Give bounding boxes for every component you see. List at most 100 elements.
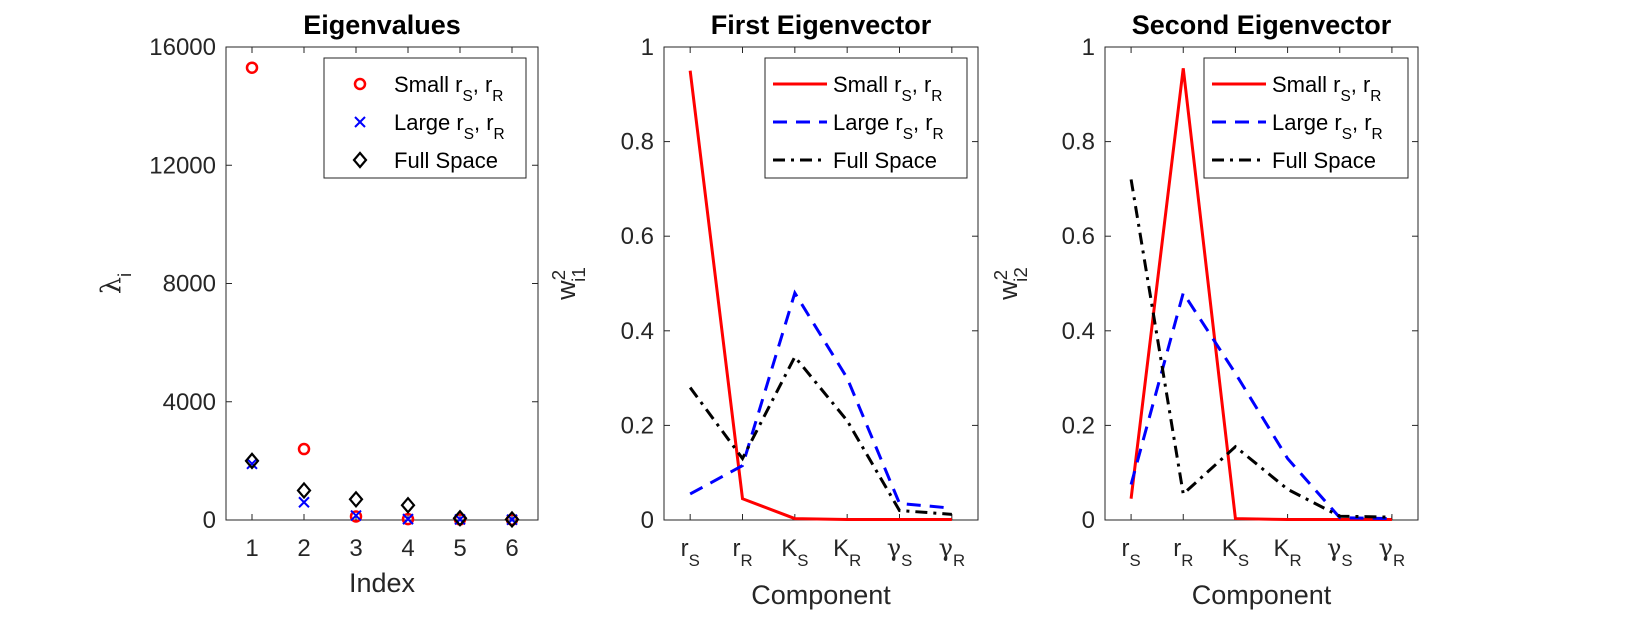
- x-tick-label: γS: [887, 534, 913, 570]
- x-tick-label: 6: [505, 535, 518, 562]
- legend-entry: Small rS, rR: [773, 72, 942, 105]
- series-2: [1129, 289, 1392, 521]
- data-point: [297, 442, 311, 456]
- data-point: [402, 513, 414, 525]
- y-tick-label: 16000: [149, 34, 216, 61]
- data-point: [401, 512, 415, 526]
- y-tick-label: 0: [203, 507, 216, 534]
- data-point: [400, 496, 416, 514]
- y-tick-label: 0.8: [1062, 129, 1095, 156]
- x-tick-label: rS: [1121, 535, 1140, 570]
- x-tick-label: KR: [833, 535, 861, 570]
- x-tick-label: γS: [1327, 534, 1353, 570]
- series-2: [246, 458, 518, 526]
- y-tick-label: 0: [1082, 507, 1095, 534]
- x-tick-label: rR: [732, 535, 752, 570]
- y-tick-label: 0.2: [1062, 412, 1095, 439]
- legend-marker: [354, 116, 366, 128]
- chart-title: First Eigenvector: [711, 10, 932, 40]
- x-tick-label: KR: [1274, 535, 1302, 570]
- y-tick-label: 1: [1082, 34, 1095, 61]
- chart-panel-2: First Eigenvector 0 0.2 0.4 0.6 0.8 1 rS rR KS KR γ…: [549, 10, 979, 610]
- y-tick-label: 0.4: [621, 318, 654, 345]
- chart-title: Second Eigenvector: [1132, 10, 1392, 40]
- x-tick-label: 1: [245, 535, 258, 562]
- legend-entry: Full Space: [773, 148, 937, 173]
- legend-entry: Large rS, rR: [1212, 110, 1383, 143]
- legend-box: [323, 57, 527, 179]
- data-point: [348, 490, 364, 508]
- series-line: [688, 70, 952, 522]
- y-tick-label: 0.8: [621, 129, 654, 156]
- data-point: [349, 510, 363, 523]
- x-tick-label: KS: [781, 535, 808, 570]
- legend-marker: [352, 151, 368, 169]
- data-point: [296, 481, 312, 500]
- legend-label: Large rS, rR: [1272, 110, 1383, 143]
- chart-panel-1: Eigenvalues 0 4000 8000 12000 16000 1 2 3 4 5 6 Inde…: [96, 10, 539, 598]
- y-tick-label: 12000: [149, 152, 216, 179]
- legend-label: Large rS, rR: [394, 110, 505, 143]
- x-tick-label: 4: [401, 535, 414, 562]
- y-tick-label: 0.6: [1062, 223, 1095, 250]
- legend-label: Full Space: [1272, 148, 1376, 173]
- legend-entry: Small rS, rR: [1212, 72, 1381, 105]
- x-axis-label: Component: [1192, 580, 1332, 610]
- legend: Small rS, rR Large rS, rR Full Space: [1203, 57, 1409, 179]
- series-2: [689, 289, 952, 510]
- chart-panel-3: Second Eigenvector 0 0.2 0.4 0.6 0.8 1 rS rR KS KR…: [991, 10, 1419, 610]
- legend-box: [1203, 57, 1409, 179]
- legend-label: Small rS, rR: [1272, 72, 1381, 105]
- legend-label: Full Space: [833, 148, 937, 173]
- x-tick-label: 5: [453, 535, 466, 562]
- data-point: [246, 458, 258, 470]
- legend-entry: Full Space: [352, 148, 498, 173]
- y-tick-label: 0.2: [621, 412, 654, 439]
- legend-entry: Small rS, rR: [353, 72, 503, 105]
- legend-label: Small rS, rR: [394, 72, 503, 105]
- legend-label: Small rS, rR: [833, 72, 942, 105]
- y-tick-label: 1: [641, 34, 654, 61]
- legend: Small rS, rR Large rS, rR Full Space: [323, 57, 527, 179]
- series-1: [1129, 68, 1392, 522]
- series-1: [688, 70, 952, 522]
- legend-entry: Large rS, rR: [773, 110, 944, 143]
- x-tick-label: 2: [297, 535, 310, 562]
- legend-box: [764, 57, 968, 179]
- x-tick-label: KS: [1222, 535, 1249, 570]
- y-tick-label: 8000: [163, 271, 216, 298]
- legend: Small rS, rR Large rS, rR Full Space: [764, 57, 968, 179]
- series-line: [689, 289, 952, 510]
- legend-label: Large rS, rR: [833, 110, 944, 143]
- data-point: [452, 509, 468, 527]
- series-3: [1129, 179, 1392, 519]
- x-tick-label: γR: [1379, 534, 1405, 570]
- series-line: [688, 354, 952, 516]
- y-tick-label: 4000: [163, 389, 216, 416]
- x-tick-label: 3: [349, 535, 362, 562]
- x-axis-label: Component: [751, 580, 891, 610]
- series-3: [688, 354, 952, 516]
- data-point: [244, 452, 260, 470]
- x-tick-label: γR: [939, 534, 965, 570]
- y-tick-label: 0.4: [1062, 318, 1095, 345]
- y-axis-label: λi: [96, 273, 136, 294]
- series-line: [1129, 289, 1392, 521]
- y-axis-label: w2i1: [549, 267, 590, 301]
- series-line: [1129, 68, 1392, 522]
- data-point: [298, 496, 310, 508]
- data-point: [245, 61, 259, 74]
- legend-marker: [353, 77, 367, 91]
- data-point: [504, 510, 520, 529]
- x-tick-label: rR: [1173, 535, 1193, 570]
- chart-title: Eigenvalues: [303, 10, 461, 40]
- legend-entry: Full Space: [1212, 148, 1376, 173]
- series-3: [244, 452, 520, 529]
- y-tick-label: 0: [641, 507, 654, 534]
- series-line: [1129, 179, 1392, 519]
- x-tick-label: rS: [681, 535, 700, 570]
- y-axis-label: w2i2: [991, 267, 1032, 301]
- legend-entry: Large rS, rR: [354, 110, 505, 143]
- x-axis-label: Index: [349, 568, 416, 598]
